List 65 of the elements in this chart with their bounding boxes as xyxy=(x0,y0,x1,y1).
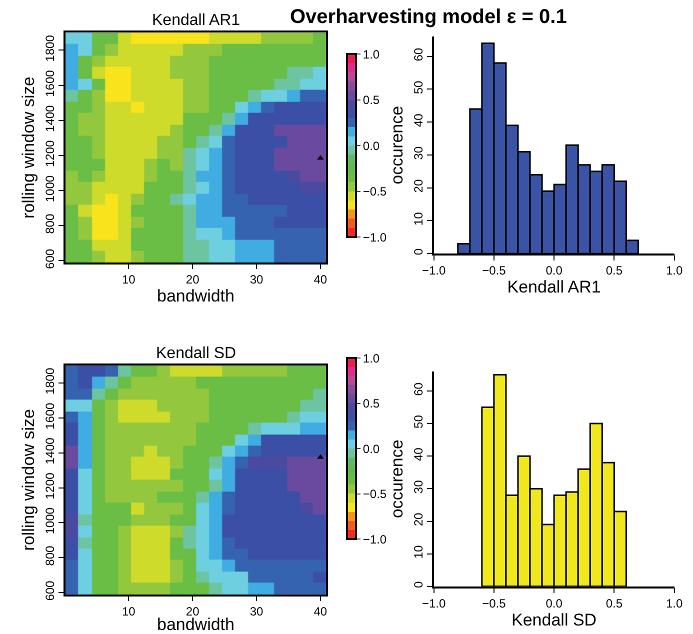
y-tick-label: 1400 xyxy=(42,437,57,464)
x-tick-label: 0.5 xyxy=(606,264,623,278)
y-axis-title: rolling window size xyxy=(18,76,38,218)
color-bar-label: 0.5 xyxy=(362,93,380,108)
x-tick-label: 40 xyxy=(314,272,328,287)
y-tick-label: 1600 xyxy=(42,70,57,97)
y-tick-label: 50 xyxy=(411,414,426,428)
y-tick-label: 1200 xyxy=(42,140,57,168)
y-tick-label: 1000 xyxy=(42,507,57,534)
color-bar-label: 1.0 xyxy=(362,351,380,366)
y-tick-label: 40 xyxy=(411,447,426,462)
x-tick-label: 10 xyxy=(122,272,136,287)
y-tick-label: 60 xyxy=(411,382,426,396)
x-tick-label: −1.0 xyxy=(422,264,446,278)
y-tick-label: 0 xyxy=(411,580,426,588)
y-tick-label: 1600 xyxy=(42,402,57,430)
y-tick-label: 0 xyxy=(411,248,426,256)
y-axis-title: rolling window size xyxy=(18,409,38,551)
x-tick-label: 40 xyxy=(314,604,328,618)
x-tick-label: 20 xyxy=(186,272,200,287)
x-tick-label: −1.0 xyxy=(422,596,446,611)
y-tick-label: 600 xyxy=(42,248,57,269)
color-bar-label: −1.0 xyxy=(362,230,387,244)
y-tick-label: 1800 xyxy=(42,368,57,395)
chart-title: Kendall SD xyxy=(156,345,236,362)
x-tick-label: 10 xyxy=(122,604,136,618)
x-tick-label: 0.0 xyxy=(546,264,563,278)
x-axis-title: Kendall SD xyxy=(512,610,597,630)
y-tick-label: 20 xyxy=(411,179,426,193)
y-tick-label: 60 xyxy=(411,48,426,62)
x-tick-label: −0.5 xyxy=(482,596,506,611)
x-tick-label: 30 xyxy=(250,272,264,287)
y-tick-label: 1400 xyxy=(42,104,57,132)
y-axis-title: occurence xyxy=(387,440,406,518)
chart-title: Kendall AR1 xyxy=(152,12,240,29)
y-tick-label: 1000 xyxy=(42,175,57,202)
y-tick-label: 30 xyxy=(411,146,426,160)
x-tick-label: 0.0 xyxy=(546,596,563,611)
color-bar-label: −0.5 xyxy=(362,487,387,502)
y-axis-title: occurence xyxy=(387,106,406,184)
y-tick-label: 40 xyxy=(411,113,426,127)
y-tick-label: 30 xyxy=(411,480,426,494)
color-bar-label: 0.5 xyxy=(362,396,380,411)
x-tick-label: −0.5 xyxy=(482,264,506,278)
x-axis-title: Kendall AR1 xyxy=(507,278,601,297)
y-tick-label: 10 xyxy=(411,545,426,559)
y-tick-label: 1800 xyxy=(42,34,57,62)
y-tick-label: 20 xyxy=(411,512,426,526)
text: Overharvesting model ε = 0.1 xyxy=(290,6,567,28)
color-bar-label: 0.0 xyxy=(362,138,380,153)
x-axis-title: bandwidth xyxy=(157,286,235,306)
color-bar-label: −1.0 xyxy=(362,532,387,546)
y-tick-label: 10 xyxy=(411,212,426,226)
color-bar-label: −0.5 xyxy=(362,184,387,199)
y-tick-label: 800 xyxy=(42,214,57,234)
y-tick-label: 600 xyxy=(42,580,57,601)
x-tick-label: 1.0 xyxy=(666,596,683,611)
y-tick-label: 1200 xyxy=(42,472,57,500)
y-tick-label: 50 xyxy=(411,80,426,94)
color-bar-label: 1.0 xyxy=(362,47,380,62)
x-tick-label: 30 xyxy=(250,604,264,618)
y-tick-label: 800 xyxy=(42,546,57,566)
color-bar-label: 0.0 xyxy=(362,442,380,456)
x-tick-label: 1.0 xyxy=(666,264,683,278)
x-tick-label: 0.5 xyxy=(606,596,623,611)
